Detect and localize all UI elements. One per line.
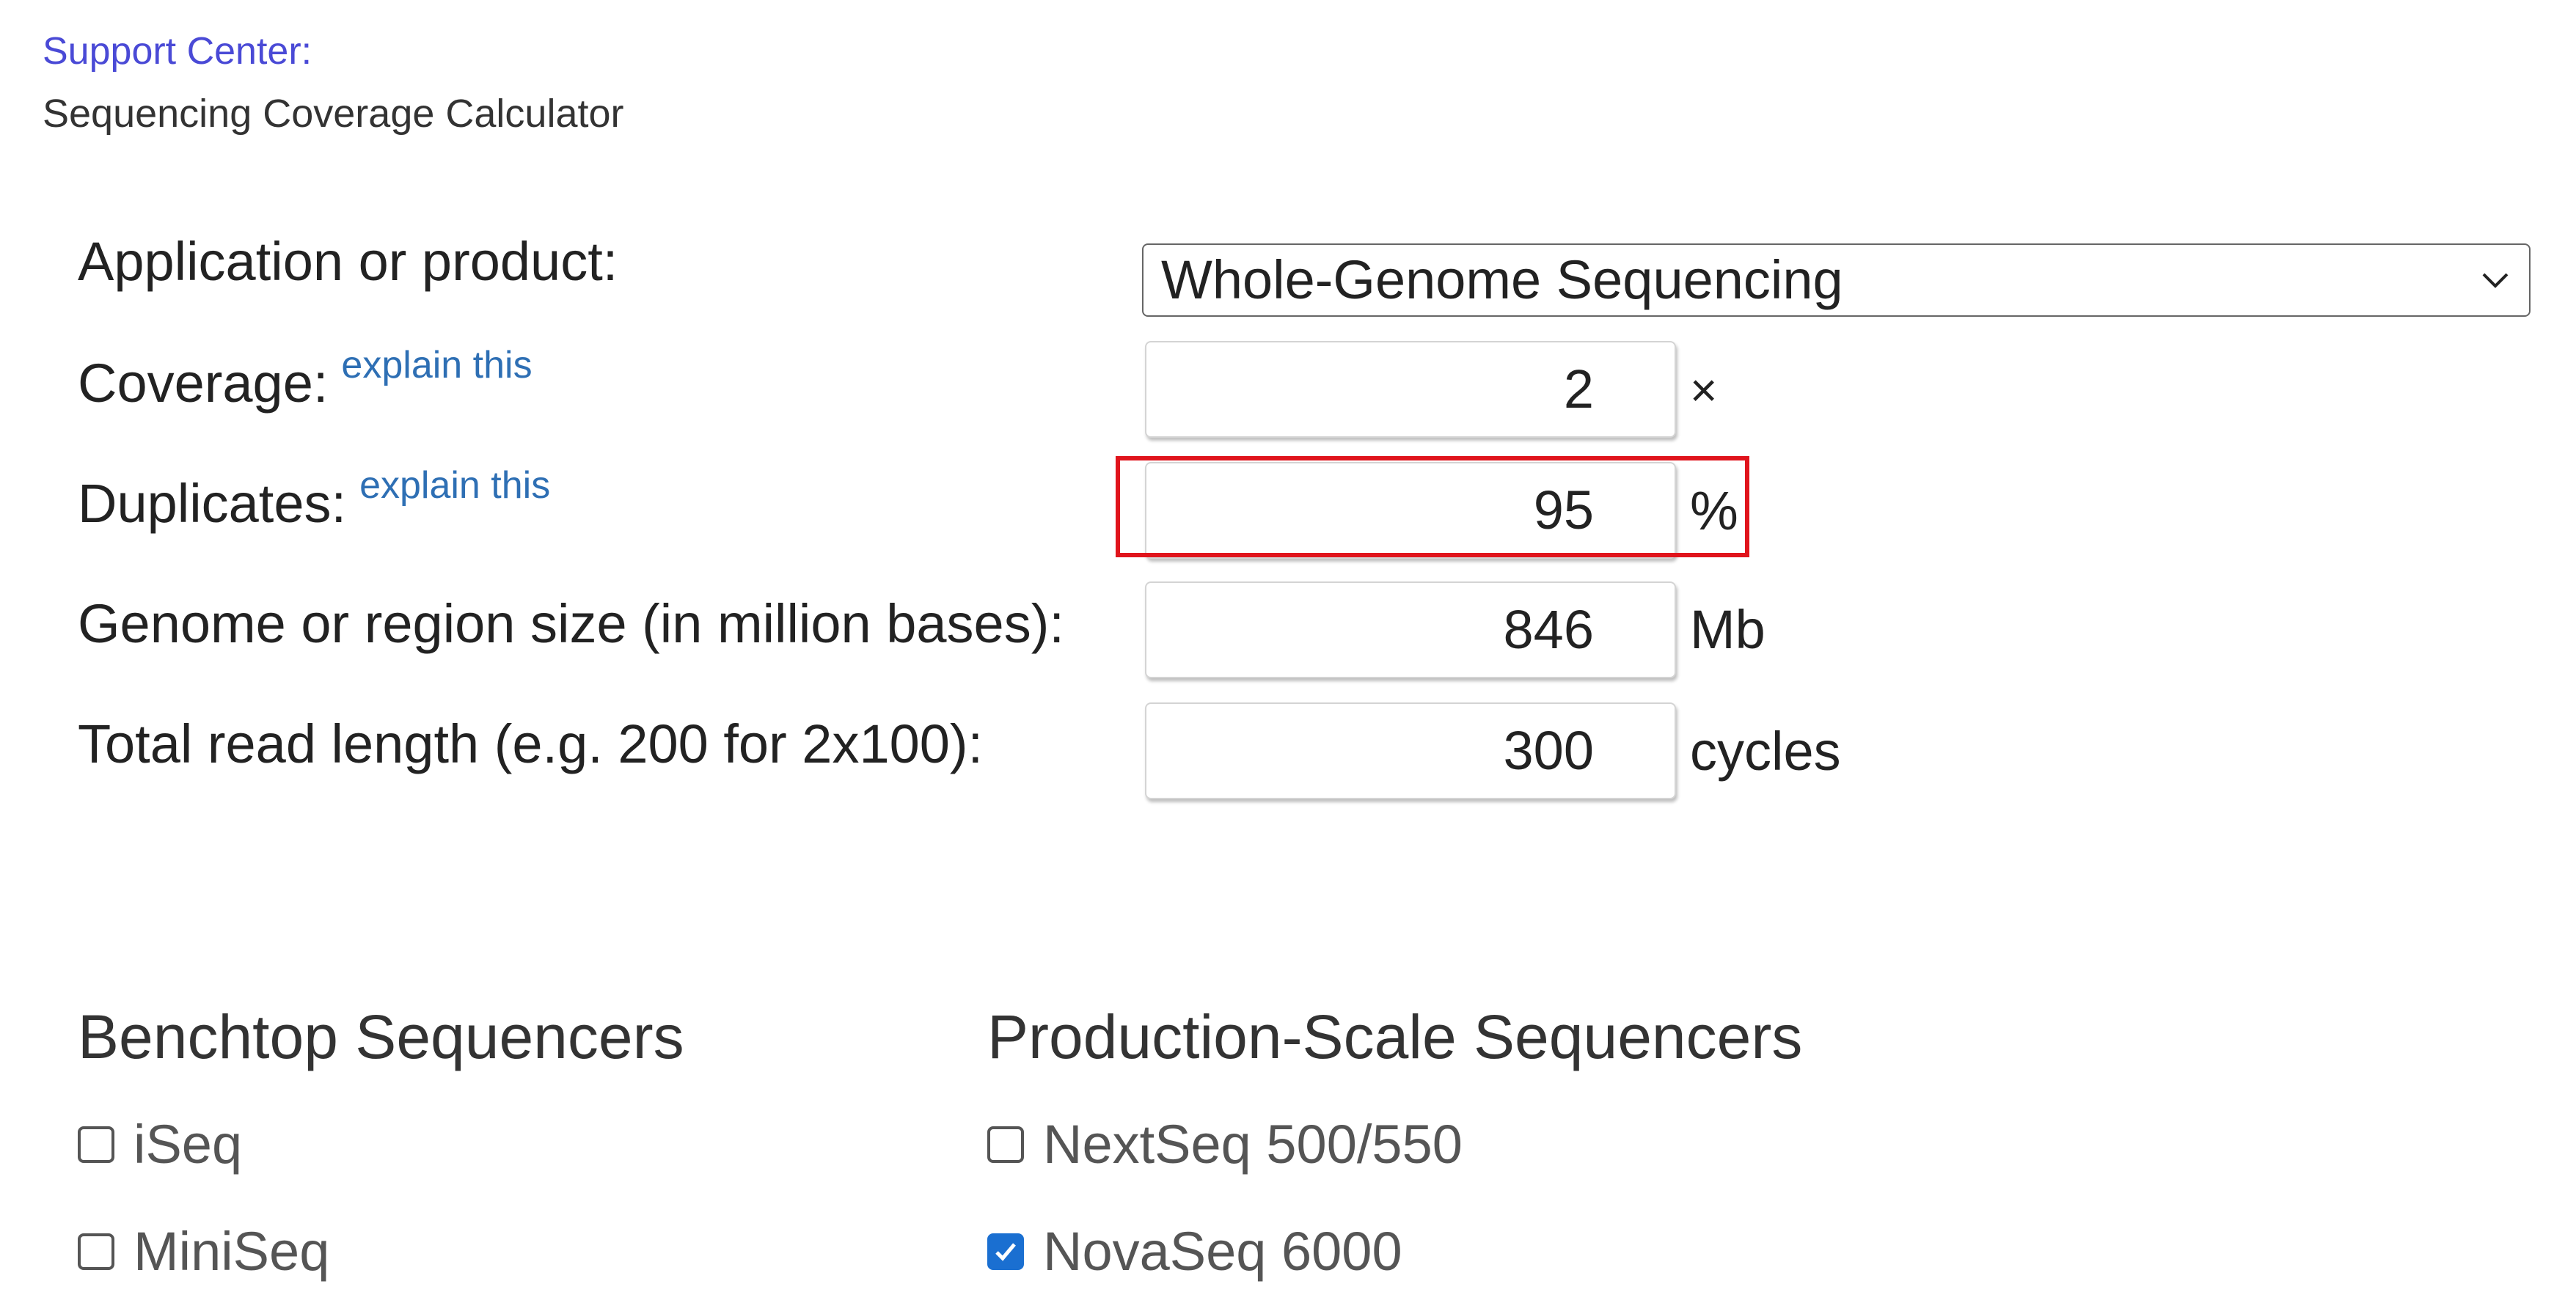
application-select[interactable]: Whole-Genome Sequencing [1142, 243, 2531, 317]
coverage-label: Coverage: [78, 353, 329, 414]
checkmark-icon [995, 1242, 1016, 1261]
nextseq-label: NextSeq 500/550 [1043, 1114, 1463, 1175]
iseq-label: iSeq [133, 1114, 243, 1175]
novaseq-label: NovaSeq 6000 [1043, 1221, 1402, 1282]
chevron-down-icon [2482, 273, 2509, 288]
nextseq-checkbox[interactable] [987, 1126, 1024, 1163]
duplicates-unit: % [1690, 480, 1738, 541]
benchtop-sequencers-heading: Benchtop Sequencers [78, 1002, 684, 1071]
support-center-link[interactable]: Support Center: [43, 30, 312, 73]
genome-size-input[interactable]: 846 [1145, 581, 1676, 678]
coverage-explain-link[interactable]: explain this [341, 344, 533, 386]
miniseq-checkbox[interactable] [78, 1233, 114, 1270]
application-label: Application or product: [78, 231, 618, 292]
novaseq-checkbox[interactable] [987, 1233, 1024, 1270]
coverage-label-row: Coverage: explain this [78, 346, 533, 414]
application-select-value: Whole-Genome Sequencing [1161, 249, 1843, 310]
read-length-unit: cycles [1690, 721, 1841, 782]
duplicates-label: Duplicates: [78, 473, 347, 534]
miniseq-label: MiniSeq [133, 1221, 330, 1282]
coverage-input[interactable]: 2 [1145, 341, 1676, 438]
sequencer-option-miniseq[interactable]: MiniSeq [78, 1220, 329, 1282]
sequencer-option-novaseq[interactable]: NovaSeq 6000 [987, 1220, 1402, 1282]
duplicates-explain-link[interactable]: explain this [359, 464, 551, 507]
production-scale-sequencers-heading: Production-Scale Sequencers [987, 1002, 1803, 1071]
read-length-label: Total read length (e.g. 200 for 2x100): [78, 713, 984, 774]
read-length-input[interactable]: 300 [1145, 702, 1676, 799]
coverage-unit: × [1690, 364, 1718, 416]
page-title: Sequencing Coverage Calculator [43, 92, 624, 136]
genome-size-label: Genome or region size (in million bases)… [78, 593, 1064, 654]
iseq-checkbox[interactable] [78, 1126, 114, 1163]
duplicates-highlight-box [1116, 456, 1749, 557]
sequencer-option-iseq[interactable]: iSeq [78, 1113, 242, 1175]
duplicates-input[interactable]: 95 [1145, 462, 1676, 559]
duplicates-label-row: Duplicates: explain this [78, 466, 550, 531]
genome-size-unit: Mb [1690, 599, 1765, 660]
sequencer-option-nextseq[interactable]: NextSeq 500/550 [987, 1113, 1463, 1175]
